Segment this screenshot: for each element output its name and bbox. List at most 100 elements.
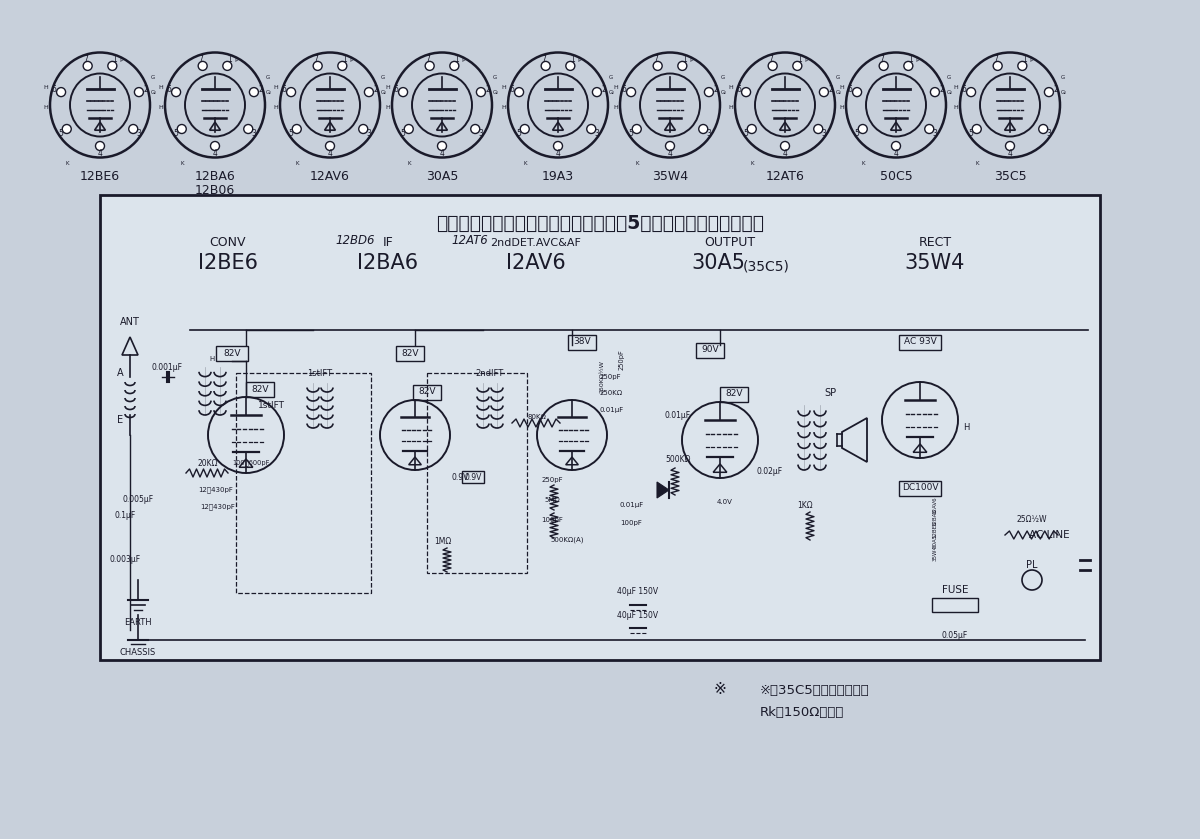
- Circle shape: [515, 87, 523, 96]
- Text: 3: 3: [594, 128, 599, 138]
- Bar: [427, 373, 527, 573]
- Bar: [100, 195, 1100, 660]
- Text: 82V: 82V: [223, 348, 241, 357]
- Text: 7: 7: [768, 55, 773, 64]
- Text: 2: 2: [601, 86, 606, 95]
- Text: 6: 6: [510, 86, 515, 95]
- Text: 6: 6: [282, 86, 287, 95]
- Polygon shape: [658, 482, 670, 498]
- Text: K: K: [408, 161, 412, 166]
- Text: 0.9V: 0.9V: [464, 472, 481, 482]
- Circle shape: [293, 124, 301, 133]
- Circle shape: [666, 142, 674, 150]
- Text: 12BE6: 12BE6: [932, 520, 937, 538]
- Text: 40μF 150V: 40μF 150V: [618, 611, 659, 619]
- Circle shape: [425, 61, 434, 70]
- Text: G: G: [266, 75, 270, 80]
- Text: 5: 5: [289, 128, 294, 138]
- Text: 4: 4: [212, 149, 217, 158]
- Text: H: H: [43, 85, 48, 90]
- Text: G: G: [836, 75, 840, 80]
- Text: G₂: G₂: [836, 90, 842, 95]
- Text: CONV: CONV: [210, 237, 246, 249]
- Text: 35W4: 35W4: [652, 170, 688, 183]
- Text: H: H: [274, 85, 278, 90]
- Text: ※、35C5の場合は矢印の: ※、35C5の場合は矢印の: [760, 684, 870, 696]
- Text: ナショナルトランスレスメト管使用　5球スーパー配線図（例）: ナショナルトランスレスメト管使用 5球スーパー配線図（例）: [436, 213, 764, 232]
- Text: H: H: [839, 85, 844, 90]
- Text: 250pF: 250pF: [619, 350, 625, 370]
- Text: H: H: [613, 105, 618, 110]
- Text: 82V: 82V: [251, 384, 269, 393]
- Bar: [568, 335, 596, 350]
- Text: CHASSIS: CHASSIS: [120, 648, 156, 657]
- Text: G₂: G₂: [266, 90, 272, 95]
- Text: 90V: 90V: [701, 346, 719, 355]
- Text: G₂: G₂: [610, 90, 616, 95]
- Circle shape: [210, 142, 220, 150]
- Circle shape: [704, 87, 714, 96]
- Circle shape: [56, 87, 66, 96]
- Text: P: P: [577, 59, 581, 64]
- Bar: [696, 343, 724, 358]
- Circle shape: [925, 124, 934, 133]
- Text: 82V: 82V: [725, 389, 743, 399]
- Text: 7: 7: [541, 55, 546, 64]
- Text: 0.05μF: 0.05μF: [942, 630, 968, 639]
- Text: 6: 6: [167, 86, 172, 95]
- Text: 3: 3: [1046, 128, 1051, 138]
- Text: H: H: [43, 105, 48, 110]
- Circle shape: [338, 61, 347, 70]
- Text: 500KΩ: 500KΩ: [665, 456, 691, 465]
- Circle shape: [972, 124, 982, 133]
- Bar: [899, 481, 941, 496]
- Circle shape: [632, 124, 641, 133]
- Circle shape: [359, 124, 367, 133]
- Text: P: P: [689, 59, 692, 64]
- Text: PL: PL: [1026, 560, 1038, 570]
- Circle shape: [553, 142, 563, 150]
- Text: 6: 6: [737, 86, 742, 95]
- Circle shape: [653, 61, 662, 70]
- Text: 2ndIFT: 2ndIFT: [476, 369, 504, 378]
- Text: IF: IF: [383, 237, 394, 249]
- Circle shape: [96, 142, 104, 150]
- Text: 4.0V: 4.0V: [718, 499, 733, 505]
- Text: 0.01μF: 0.01μF: [600, 407, 624, 413]
- Circle shape: [172, 87, 180, 96]
- Circle shape: [994, 61, 1002, 70]
- Text: 100～600pF: 100～600pF: [233, 460, 270, 466]
- Text: 12AV6: 12AV6: [932, 496, 937, 513]
- Circle shape: [178, 124, 186, 133]
- Text: 50C5: 50C5: [880, 170, 912, 183]
- Text: 5MΩ: 5MΩ: [544, 497, 560, 503]
- Text: 1: 1: [342, 55, 347, 64]
- Circle shape: [892, 142, 900, 150]
- Text: G: G: [151, 75, 155, 80]
- Text: K: K: [295, 161, 299, 166]
- Text: K: K: [636, 161, 640, 166]
- Text: 12AT6: 12AT6: [766, 170, 804, 183]
- Circle shape: [521, 124, 529, 133]
- Text: 0.01μF: 0.01μF: [665, 410, 691, 420]
- Text: A: A: [116, 368, 124, 378]
- Text: 6: 6: [848, 86, 853, 95]
- Text: H: H: [158, 85, 163, 90]
- Text: 2: 2: [373, 86, 378, 95]
- Circle shape: [966, 87, 976, 96]
- Text: 82V: 82V: [419, 388, 436, 397]
- Text: 3: 3: [822, 128, 827, 138]
- Text: 7: 7: [198, 55, 203, 64]
- Circle shape: [62, 124, 71, 133]
- Text: H: H: [728, 105, 733, 110]
- Circle shape: [814, 124, 823, 133]
- Circle shape: [820, 87, 828, 96]
- Circle shape: [325, 142, 335, 150]
- Circle shape: [250, 87, 258, 96]
- Text: 35C5: 35C5: [994, 170, 1026, 183]
- Text: 5: 5: [517, 128, 522, 138]
- Circle shape: [438, 142, 446, 150]
- Text: 6: 6: [962, 86, 967, 95]
- Text: 3: 3: [479, 128, 484, 138]
- Text: AC 93V: AC 93V: [904, 337, 936, 347]
